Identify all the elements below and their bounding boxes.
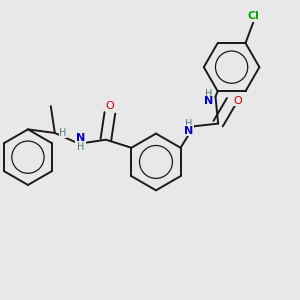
Text: N: N <box>204 96 214 106</box>
Text: N: N <box>184 126 193 136</box>
Text: H: H <box>77 142 84 152</box>
Text: H: H <box>59 128 67 138</box>
Text: O: O <box>106 101 114 111</box>
Text: Cl: Cl <box>248 11 260 21</box>
Text: H: H <box>205 89 213 99</box>
Text: O: O <box>234 96 242 106</box>
Text: N: N <box>76 134 85 143</box>
Text: H: H <box>185 119 192 129</box>
